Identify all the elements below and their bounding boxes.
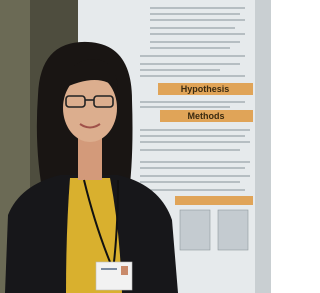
poster-heading: Methods bbox=[188, 111, 225, 121]
heading-bar bbox=[175, 196, 253, 205]
badge-text bbox=[101, 268, 117, 270]
poster-heading: Hypothesis bbox=[181, 84, 230, 94]
page: Hypothesis Methods (() => { const data =… bbox=[0, 0, 271, 293]
poster-edge bbox=[255, 0, 271, 293]
badge-photo bbox=[121, 266, 128, 275]
photo: Hypothesis Methods bbox=[0, 0, 271, 293]
